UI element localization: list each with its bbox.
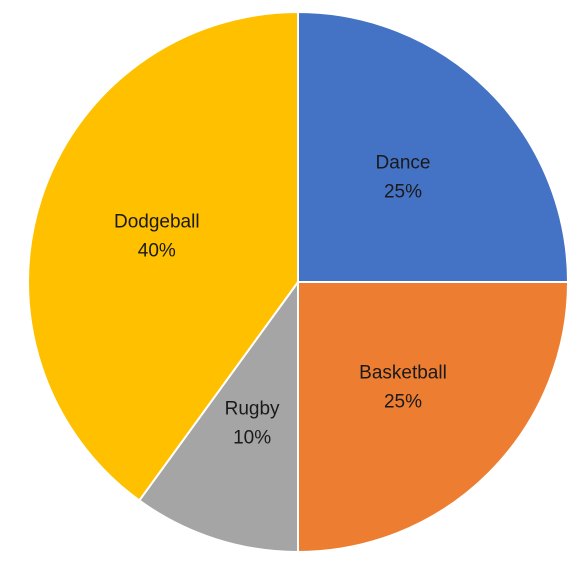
slice-label-dance: Dance [376, 153, 431, 174]
pie-slice-basketball [297, 281, 570, 554]
slice-value-label-basketball: 25% [384, 392, 422, 413]
slice-value-label-dodgeball: 40% [138, 241, 176, 262]
slice-value-label-dance: 25% [384, 182, 422, 203]
slice-label-dodgeball: Dodgeball [114, 212, 200, 233]
pie-slice-dance [297, 10, 570, 283]
slice-label-rugby: Rugby [225, 399, 280, 420]
pie-slice-dodgeball [27, 10, 299, 502]
slice-value-label-rugby: 10% [233, 428, 271, 449]
labels-layer: Dance 25% Basketball 25% Rugby 10% Dodgeball 40… [114, 153, 447, 449]
slices-layer [27, 10, 570, 554]
pie-slice-rugby [137, 278, 299, 554]
slice-label-basketball: Basketball [359, 363, 447, 384]
